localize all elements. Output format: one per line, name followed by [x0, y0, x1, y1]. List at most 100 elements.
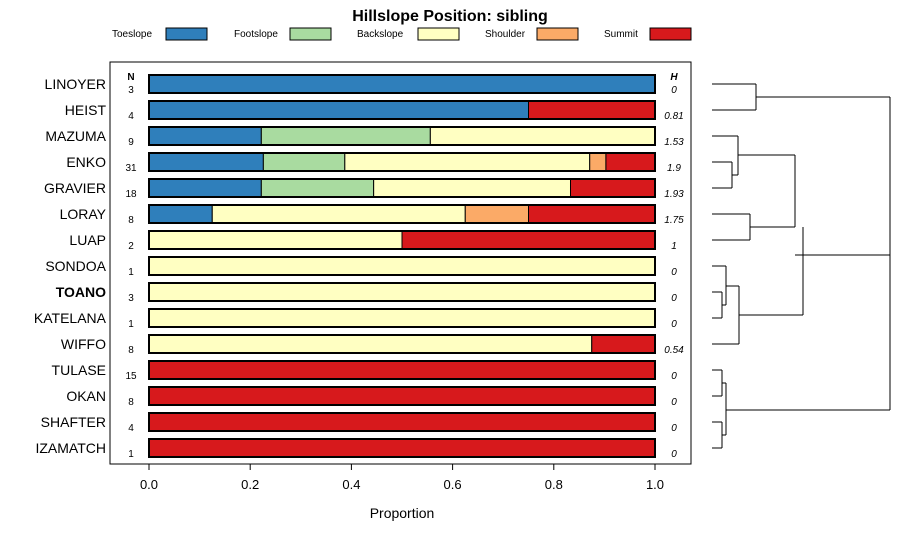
entropy-label: 0: [671, 397, 677, 408]
entropy-label: 1.9: [667, 163, 681, 174]
bar-segment: [262, 152, 346, 172]
legend-swatch: [289, 27, 332, 41]
bar-segment: [148, 438, 656, 458]
bar-outline: [148, 256, 656, 276]
legend-swatch: [649, 27, 692, 41]
row-label: SONDOA: [45, 258, 106, 274]
row-label: TOANO: [56, 284, 106, 300]
bar-outline: [148, 230, 656, 250]
row-label: SHAFTER: [41, 414, 106, 430]
entropy-label: 0: [671, 371, 677, 382]
bar-outline: [148, 204, 656, 224]
sample-size-label: 8: [128, 397, 134, 408]
sample-size-label: 8: [128, 215, 134, 226]
bar-segment: [148, 282, 656, 302]
bar-outline: [148, 152, 656, 172]
row-label: ENKO: [66, 154, 106, 170]
bar-segment: [148, 152, 264, 172]
legend-swatch: [417, 27, 460, 41]
sample-size-label: 18: [125, 189, 137, 200]
chart-title: Hillslope Position: sibling: [352, 8, 548, 25]
sample-size-label: 2: [128, 241, 134, 252]
sample-size-label: 1: [128, 319, 134, 330]
entropy-label: 0: [671, 267, 677, 278]
legend-label: Backslope: [357, 29, 404, 40]
bar-segment: [148, 386, 656, 406]
entropy-label: 0: [671, 293, 677, 304]
bar-segment: [148, 412, 656, 432]
bar-segment: [260, 178, 375, 198]
row-label: TULASE: [52, 362, 106, 378]
entropy-label: 0: [671, 423, 677, 434]
bar-segment: [148, 360, 656, 380]
dendrogram: [712, 83, 891, 449]
bar-segment: [148, 126, 262, 146]
legend-label: Summit: [604, 29, 638, 40]
bar-segment: [373, 178, 571, 198]
legend-label: Footslope: [234, 29, 278, 40]
bar-outline: [148, 412, 656, 432]
x-tick-label: 1.0: [646, 477, 664, 492]
bar-segment: [591, 334, 656, 354]
bar-segment: [589, 152, 607, 172]
legend-swatch: [165, 27, 208, 41]
bar-segment: [211, 204, 466, 224]
bars-group: [148, 74, 656, 458]
row-label: LINOYER: [45, 76, 106, 92]
bar-segment: [260, 126, 431, 146]
entropy-label: 0.54: [664, 345, 684, 356]
row-label: WIFFO: [61, 336, 106, 352]
bar-segment: [148, 230, 403, 250]
h-header: H: [670, 72, 678, 83]
entropy-label: 1.53: [664, 137, 684, 148]
sample-size-label: 3: [128, 85, 134, 96]
bar-segment: [148, 256, 656, 276]
bar-segment: [528, 100, 656, 120]
entropy-label: 1.93: [664, 189, 684, 200]
bar-outline: [148, 100, 656, 120]
row-label: LUAP: [69, 232, 106, 248]
sample-size-label: 31: [125, 163, 137, 174]
entropy-column: 0 0.81 1.53 1.9 1.93 1.75 1 0 0 0 0.54 0 0 0 0: [664, 85, 684, 460]
bar-outline: [148, 360, 656, 380]
sample-size-label: 1: [128, 267, 134, 278]
x-axis: 0.0 0.2 0.4 0.6 0.8 1.0: [140, 464, 664, 492]
x-tick-label: 0.6: [444, 477, 462, 492]
bar-segment: [344, 152, 591, 172]
row-label: HEIST: [65, 102, 107, 118]
row-label: KATELANA: [34, 310, 107, 326]
entropy-label: 0.81: [664, 111, 683, 122]
row-label: IZAMATCH: [35, 440, 106, 456]
bar-outline: [148, 282, 656, 302]
sample-size-label: 1: [128, 449, 134, 460]
legend-label: Shoulder: [485, 29, 526, 40]
bar-segment: [148, 74, 656, 94]
x-axis-label: Proportion: [370, 505, 435, 521]
bar-segment: [528, 204, 656, 224]
entropy-label: 0: [671, 449, 677, 460]
bar-segment: [401, 230, 656, 250]
x-tick-label: 0.2: [241, 477, 259, 492]
x-tick-label: 0.0: [140, 477, 158, 492]
row-labels: LINOYER HEIST MAZUMA ENKO GRAVIER LORAY LUAP SO…: [34, 76, 107, 456]
bar-outline: [148, 74, 656, 94]
bar-outline: [148, 386, 656, 406]
entropy-label: 0: [671, 85, 677, 96]
sample-size-label: 15: [125, 371, 137, 382]
row-label: LORAY: [60, 206, 107, 222]
bar-segment: [148, 334, 593, 354]
legend-swatch: [536, 27, 579, 41]
bar-segment: [148, 204, 213, 224]
x-tick-label: 0.8: [545, 477, 563, 492]
bar-outline: [148, 438, 656, 458]
bar-segment: [429, 126, 656, 146]
n-header: N: [127, 72, 134, 83]
sample-size-label: 4: [128, 111, 134, 122]
legend-label: Toeslope: [112, 29, 152, 40]
bar-segment: [148, 178, 262, 198]
sample-size-label: 9: [128, 137, 134, 148]
bar-segment: [148, 100, 529, 120]
bar-segment: [605, 152, 656, 172]
